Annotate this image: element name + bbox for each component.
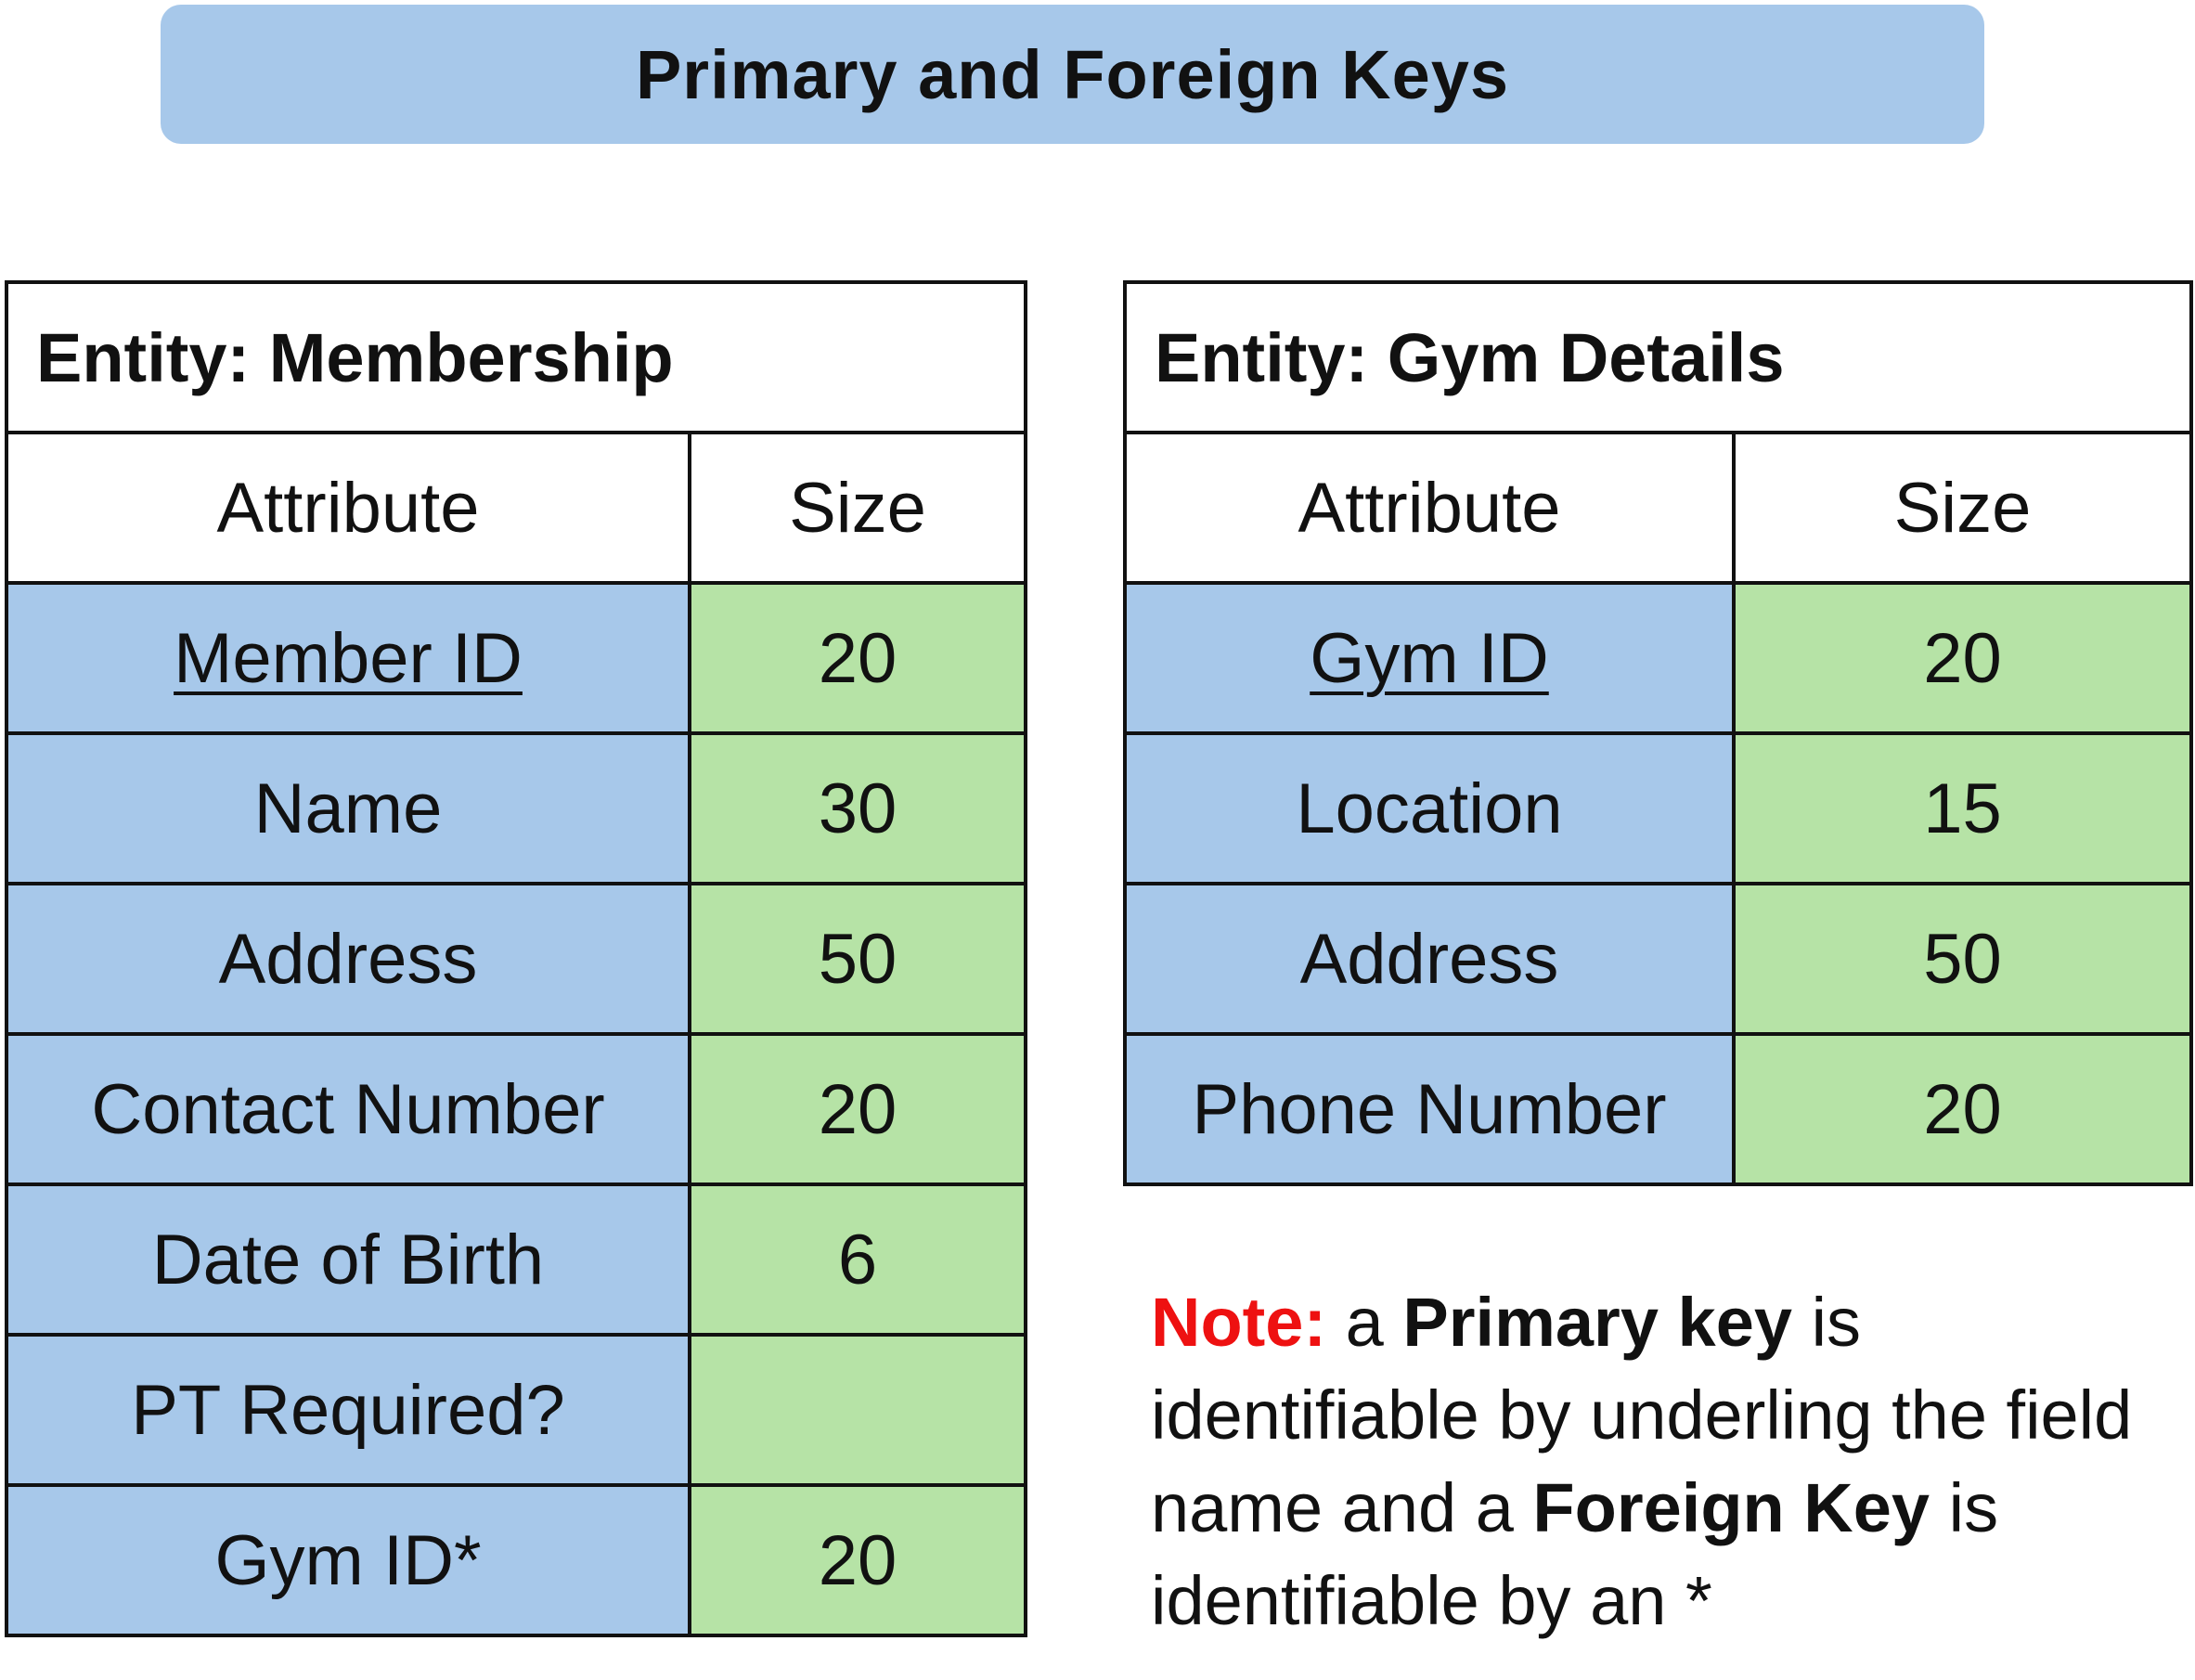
- table-row: Address 50: [5, 882, 1028, 1036]
- gym-details-entity-table: Entity: Gym Details Attribute Size Gym I…: [1122, 280, 2194, 1186]
- size-cell: 20: [1731, 1032, 2194, 1186]
- diagram-title-banner: Primary and Foreign Keys: [161, 5, 1984, 144]
- attribute-cell: Phone Number: [1123, 1032, 1736, 1186]
- note-label: Note:: [1151, 1284, 1327, 1361]
- size-cell: 20: [687, 1032, 1028, 1186]
- attribute-cell: PT Required?: [5, 1333, 691, 1487]
- size-cell: 20: [1731, 581, 2194, 735]
- size-cell: 6: [687, 1182, 1028, 1337]
- attribute-cell: Address: [1123, 882, 1736, 1036]
- size-header: Size: [1731, 431, 2194, 585]
- table-row: Address 50: [1123, 882, 2194, 1036]
- header-row: Attribute Size: [1123, 431, 2194, 585]
- note-text: is identifiable by underling the field n…: [1151, 1284, 2133, 1546]
- primary-key-term: Primary key: [1402, 1284, 1793, 1361]
- size-cell: 20: [687, 581, 1028, 735]
- attribute-cell: Date of Birth: [5, 1182, 691, 1337]
- table-row: Date of Birth 6: [5, 1182, 1028, 1337]
- size-cell: 15: [1731, 731, 2194, 885]
- attribute-cell: Address: [5, 882, 691, 1036]
- entity-title: Entity: Gym Details: [1122, 280, 2194, 434]
- foreign-key-attribute: Gym ID*: [5, 1483, 691, 1637]
- membership-entity-table: Entity: Membership Attribute Size Member…: [4, 280, 1028, 1637]
- table-row: Contact Number 20: [5, 1032, 1028, 1186]
- size-header: Size: [687, 431, 1028, 585]
- table-row: Gym ID* 20: [5, 1483, 1028, 1637]
- attribute-cell: Member ID: [5, 581, 691, 735]
- attribute-cell: Location: [1123, 731, 1736, 885]
- header-row: Attribute Size: [5, 431, 1028, 585]
- attribute-header: Attribute: [1123, 431, 1736, 585]
- primary-key-attribute: Member ID: [174, 618, 523, 698]
- size-cell: 50: [1731, 882, 2194, 1036]
- attribute-cell: Gym ID: [1123, 581, 1736, 735]
- table-row: PT Required?: [5, 1333, 1028, 1487]
- table-row: Phone Number 20: [1123, 1032, 2194, 1186]
- table-row: Member ID 20: [5, 581, 1028, 735]
- size-cell: [687, 1333, 1028, 1487]
- size-cell: 50: [687, 882, 1028, 1036]
- key-note: Note: a Primary key is identifiable by u…: [1151, 1276, 2181, 1648]
- note-text: is identifiable by an *: [1151, 1469, 1999, 1639]
- attribute-cell: Name: [5, 731, 691, 885]
- attribute-header: Attribute: [5, 431, 691, 585]
- attribute-cell: Contact Number: [5, 1032, 691, 1186]
- table-row: Gym ID 20: [1123, 581, 2194, 735]
- entity-title: Entity: Membership: [4, 280, 1028, 434]
- note-text: a: [1345, 1284, 1384, 1361]
- table-row: Name 30: [5, 731, 1028, 885]
- size-cell: 20: [687, 1483, 1028, 1637]
- size-cell: 30: [687, 731, 1028, 885]
- diagram-title: Primary and Foreign Keys: [635, 35, 1510, 113]
- foreign-key-term: Foreign Key: [1532, 1469, 1930, 1546]
- table-row: Location 15: [1123, 731, 2194, 885]
- primary-key-attribute: Gym ID: [1310, 618, 1549, 698]
